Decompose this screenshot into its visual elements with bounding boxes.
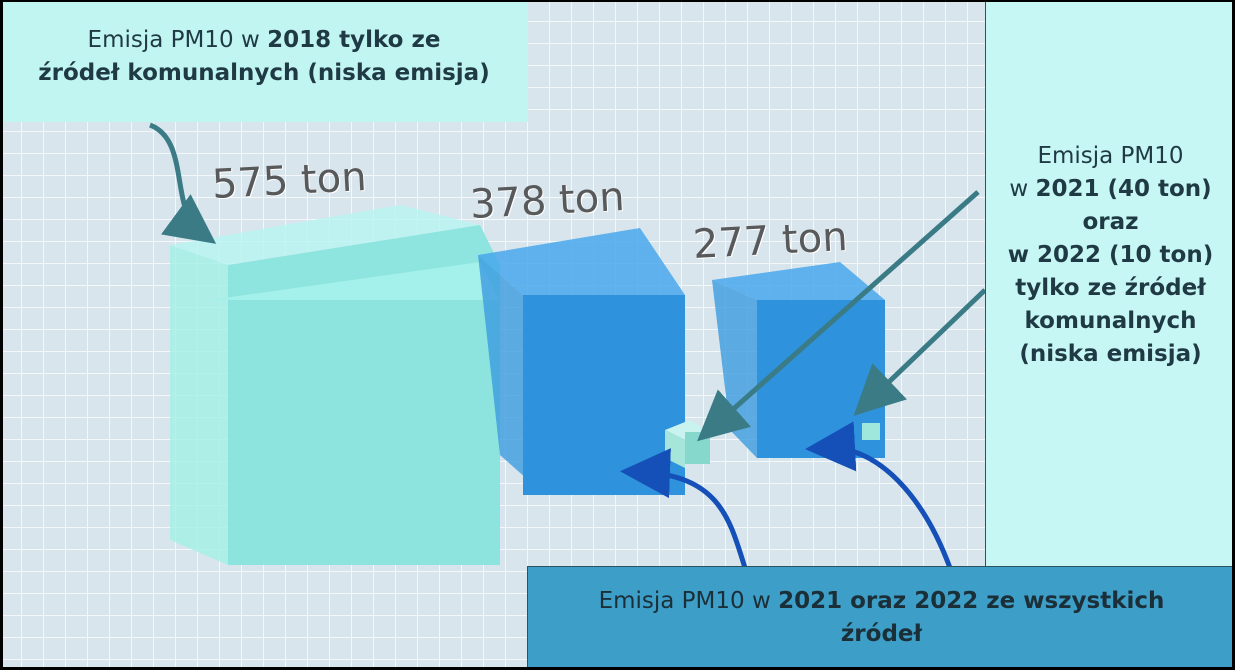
callout-text: Emisja PM10: [1037, 143, 1184, 169]
callout-text: 2021 (40 ton): [1035, 176, 1212, 202]
callout-text: 2018 tylko ze: [267, 27, 441, 53]
callout-text: (niska emisja): [1019, 341, 1202, 367]
cube-2021: [478, 228, 685, 495]
callout-line: (niska emisja): [986, 338, 1235, 371]
cube-label: 277 ton: [691, 213, 849, 269]
arrows: [148, 122, 987, 569]
callout-text: źródeł: [840, 621, 923, 647]
callout-line: Emisja PM10: [986, 140, 1235, 173]
cube-label: 378 ton: [468, 173, 626, 229]
callout-text: w 2022 (10 ton): [1007, 242, 1214, 268]
callout-text: Emisja PM10 w: [598, 588, 779, 614]
callout-text: 2021 oraz 2022 ze wszystkich: [778, 588, 1165, 614]
callout-all-sources: Emisja PM10 w 2021 oraz 2022 ze wszystki…: [527, 566, 1235, 670]
callout-text: w: [1009, 176, 1036, 202]
callout-text: Emisja PM10 w: [87, 27, 268, 53]
callout-line: źródeł komunalnych (niska emisja): [0, 57, 528, 90]
callout-line: w 2022 (10 ton): [986, 239, 1235, 272]
callout-line: komunalnych: [986, 305, 1235, 338]
cube-2022: [712, 262, 885, 458]
cube-label: 575 ton: [210, 153, 368, 209]
callout-line: tylko ze źródeł: [986, 272, 1235, 305]
cube-2018: [170, 205, 500, 565]
callout-communal: Emisja PM10 w 2021 (40 ton) oraz w 2022 (10…: [985, 0, 1235, 566]
callout-line: Emisja PM10 w 2018 tylko ze: [0, 24, 528, 57]
callout-2018: Emisja PM10 w 2018 tylko ze źródeł komuna…: [0, 0, 528, 122]
callout-text: oraz: [1082, 209, 1139, 235]
callout-line: oraz: [986, 206, 1235, 239]
callout-text: tylko ze źródeł: [1015, 275, 1206, 301]
callout-line: Emisja PM10 w 2021 oraz 2022 ze wszystki…: [528, 585, 1235, 618]
callout-text: źródeł komunalnych (niska emisja): [38, 60, 490, 86]
callout-text: komunalnych: [1024, 308, 1197, 334]
callout-line: źródeł: [528, 618, 1235, 651]
callout-line: w 2021 (40 ton): [986, 173, 1235, 206]
